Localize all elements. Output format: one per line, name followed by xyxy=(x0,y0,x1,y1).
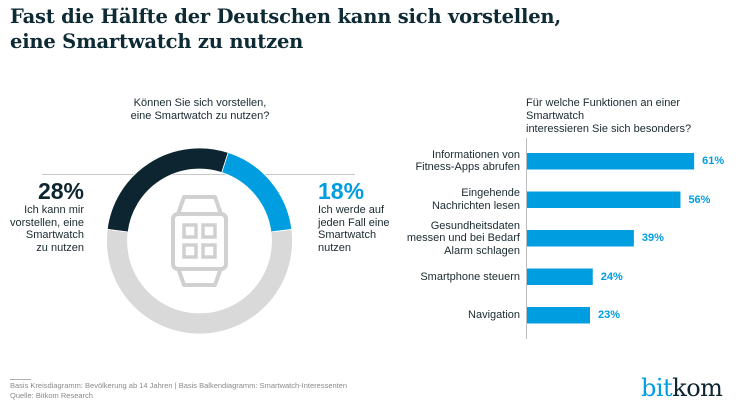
stat-will-use-label-3: Smartwatch xyxy=(318,229,377,241)
bar-category-label-line: Eingehende xyxy=(461,187,520,200)
bar-category-label-line: Navigation xyxy=(468,309,520,321)
bar-category-label-line: Nachrichten lesen xyxy=(431,199,520,212)
title-line-1: Fast die Hälfte der Deutschen kann sich … xyxy=(10,5,561,28)
stat-can-imagine-label-3: Smartwatch xyxy=(25,229,84,241)
donut-slice-2 xyxy=(106,228,293,335)
bar-question: Für welche Funktionen an einer Smartwatc… xyxy=(526,97,736,136)
stat-can-imagine: 28% Ich kann mir vorstellen, eine Smartw… xyxy=(10,178,84,254)
stat-will-use-label-2: jeden Fall eine xyxy=(318,216,390,229)
donut-question-line-1: Können Sie sich vorstellen, xyxy=(133,97,267,109)
stat-will-use-label-4: nutzen xyxy=(318,241,352,254)
bar-0 xyxy=(527,153,695,170)
bar-category-label: Informationen von Fitness-Apps abrufen xyxy=(415,149,520,174)
donut-slices xyxy=(106,147,293,335)
bar-question-line-2: interessieren Sie sich besonders? xyxy=(526,123,692,135)
chart-title: Fast die Hälfte der Deutschen kann sich … xyxy=(10,4,561,54)
bar-category-label-line: Smartphone steuern xyxy=(420,270,520,283)
bar-value-label: 61% xyxy=(702,155,725,167)
footer-divider xyxy=(10,379,31,380)
bar-category-label-line: Fitness-Apps abrufen xyxy=(415,161,520,174)
bar-value-label: 24% xyxy=(600,270,623,283)
logo-part-kom: kom xyxy=(672,374,723,402)
stat-can-imagine-value: 28% xyxy=(37,178,84,204)
footer-source: Quelle: Bitkom Research xyxy=(10,390,93,400)
bar-category-label-line: Informationen von xyxy=(431,148,520,161)
bar-2 xyxy=(527,230,634,247)
bar-category-label: Navigation xyxy=(468,309,520,322)
donut-divider-line xyxy=(42,174,355,175)
bar-value-label: 23% xyxy=(598,309,621,321)
bar-1 xyxy=(527,191,681,208)
title-line-2: eine Smartwatch zu nutzen xyxy=(10,30,304,53)
bar-3 xyxy=(527,268,593,285)
bar-category-label: Eingehende Nachrichten lesen xyxy=(432,187,520,212)
stat-will-use-label-1: Ich werde auf xyxy=(318,204,385,216)
bar-question-line-1: Für welche Funktionen an einer Smartwatc… xyxy=(526,97,681,122)
bar-4 xyxy=(527,307,591,324)
donut-question-line-2: eine Smartwatch zu nutzen? xyxy=(130,110,270,122)
stat-will-use-value: 18% xyxy=(318,178,365,204)
bitkom-logo: bitkom xyxy=(641,373,723,403)
stat-can-imagine-label-1: Ich kann mir xyxy=(24,204,84,216)
bar-category-label: Gesundheitsdaten messen und bei Bedarf Ala… xyxy=(407,220,520,258)
bar-value-label: 39% xyxy=(641,232,664,244)
stat-can-imagine-label-4: zu nutzen xyxy=(36,241,84,254)
bar-category-label: Smartphone steuern xyxy=(420,271,520,284)
bar-value-label: 56% xyxy=(688,193,711,206)
stat-will-use: 18% Ich werde auf jeden Fall eine Smartw… xyxy=(318,178,398,254)
smartwatch-icon xyxy=(171,195,228,287)
stat-can-imagine-label-2: vorstellen, eine xyxy=(10,216,84,229)
logo-part-bit: bit xyxy=(641,374,673,402)
bar-category-label-line: messen und bei Bedarf xyxy=(406,232,520,244)
footer-basis: Basis Kreisdiagramm: Bevölkerung ab 14 J… xyxy=(10,381,348,390)
bar-category-label-line: Gesundheitsdaten xyxy=(430,219,520,232)
donut-question: Können Sie sich vorstellen, eine Smartwa… xyxy=(110,97,290,123)
footer-notes: Basis Kreisdiagramm: Bevölkerung ab 14 J… xyxy=(10,381,347,400)
bar-category-label-line: Alarm schlagen xyxy=(444,244,520,257)
